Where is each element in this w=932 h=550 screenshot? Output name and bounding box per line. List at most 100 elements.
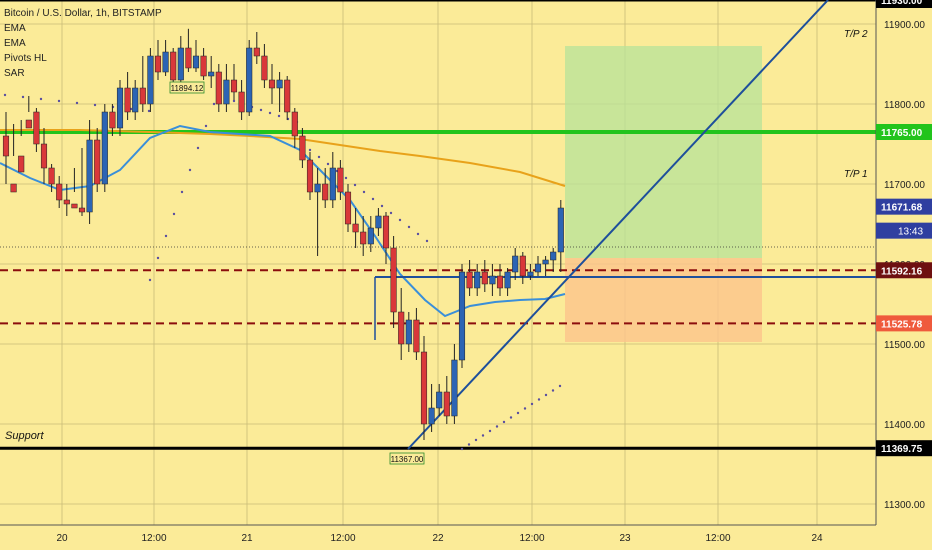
time-tick-label: 12:00 — [519, 533, 544, 544]
high-callout — [169, 81, 205, 94]
candle-down — [124, 87, 131, 113]
candle-down — [299, 135, 306, 161]
candle-down — [420, 351, 428, 425]
time-axis-background — [0, 525, 932, 550]
candle-up — [367, 227, 374, 245]
candle-up — [314, 183, 321, 193]
candle-down — [78, 207, 86, 213]
candle-up — [208, 71, 215, 77]
candle-up — [246, 47, 253, 113]
sar-dot — [39, 97, 43, 101]
sar-dot — [380, 204, 384, 208]
candle-down — [25, 119, 32, 129]
sar-dot — [148, 278, 152, 282]
candle-down — [200, 55, 207, 77]
candle-down — [215, 71, 222, 105]
candle-up — [451, 359, 458, 417]
sar-dot — [416, 232, 420, 236]
sar-dot — [544, 393, 548, 397]
candle-down — [337, 167, 344, 193]
sar-dot — [551, 389, 555, 392]
sar-dot — [474, 438, 478, 442]
candle-down — [40, 143, 48, 169]
sar-dot — [180, 190, 184, 194]
candle-down — [291, 111, 298, 137]
candle-up — [428, 407, 435, 425]
sar-dot — [488, 429, 492, 433]
sar-dot — [21, 95, 25, 99]
candle-down — [284, 79, 291, 113]
level-tag-11592.16 — [876, 262, 932, 279]
chart-legend: Bitcoin / U.S. Dollar, 1h, BITSTAMP EMA … — [4, 6, 162, 81]
sar-dot — [460, 447, 464, 451]
candle-down — [18, 155, 25, 173]
support-label: Support — [5, 430, 44, 442]
sar-dot — [172, 212, 176, 216]
sar-dot — [204, 124, 208, 128]
sar-dot — [495, 425, 499, 428]
sar-dot — [212, 102, 216, 106]
candle-down — [230, 79, 238, 93]
candle-up — [132, 87, 139, 113]
level-tag-text: 11671.68 — [881, 203, 923, 214]
candle-down — [154, 55, 162, 73]
candle-up — [329, 167, 336, 201]
candle-down — [261, 55, 268, 81]
candle-up — [223, 79, 230, 105]
level-tag-text: 11765.00 — [881, 128, 923, 139]
candle-down — [33, 111, 40, 145]
candle-down — [466, 271, 473, 289]
tp2-label: T/P 2 — [844, 29, 868, 40]
candle-up — [177, 47, 184, 81]
candle-up — [527, 271, 534, 277]
price-callouts: 11894.12 11367.00 — [169, 81, 425, 465]
time-tick-label: 24 — [811, 533, 823, 544]
candle-up — [550, 251, 557, 261]
sar-dot — [156, 256, 160, 260]
candle-up — [192, 55, 200, 69]
candle-up — [474, 271, 481, 289]
sar-dot — [523, 407, 527, 410]
sar-dot — [509, 416, 513, 419]
countdown-tag — [876, 222, 932, 239]
time-tick-label: 21 — [241, 533, 253, 544]
candle-down — [413, 319, 420, 353]
sar-dot — [196, 146, 200, 150]
candle-up — [489, 275, 496, 285]
legend-ema-1[interactable]: EMA — [4, 23, 26, 34]
candle-up — [375, 215, 382, 229]
sar-dot — [425, 239, 429, 243]
candle-down — [360, 231, 367, 245]
candle-down — [496, 275, 504, 289]
candle-down — [170, 51, 177, 81]
candle-down — [344, 191, 352, 225]
candle-up — [405, 319, 412, 345]
legend-ema-2[interactable]: EMA — [4, 38, 26, 49]
sar-dots — [3, 93, 562, 451]
sar-dot — [317, 155, 321, 159]
sar-dot — [407, 225, 411, 229]
sar-dot — [57, 99, 61, 103]
candle-up — [101, 111, 108, 185]
candle-up — [162, 51, 169, 73]
sar-dot — [537, 398, 541, 401]
sar-dot — [232, 99, 236, 103]
sar-dot — [75, 101, 79, 105]
time-axis[interactable]: 20 12:00 21 12:00 22 12:00 23 12:00 24 — [0, 524, 932, 550]
sar-dot — [188, 168, 192, 172]
high-callout-text: 11894.12 — [171, 84, 204, 93]
legend-sar[interactable]: SAR — [4, 68, 25, 79]
time-tick-label: 12:00 — [705, 533, 730, 544]
legend-pivots[interactable]: Pivots HL — [4, 53, 47, 64]
candle-up — [504, 271, 511, 289]
ema-slow-line — [0, 129, 566, 187]
candle-down — [185, 47, 192, 69]
time-tick-label: 23 — [619, 533, 631, 544]
sar-dot — [93, 103, 97, 107]
sar-dot — [3, 93, 7, 97]
price-axis[interactable]: 11300.0011400.0011500.0011600.0011700.00… — [875, 0, 932, 525]
price-tick-label: 11900.00 — [884, 20, 925, 31]
candle-up — [86, 139, 93, 213]
